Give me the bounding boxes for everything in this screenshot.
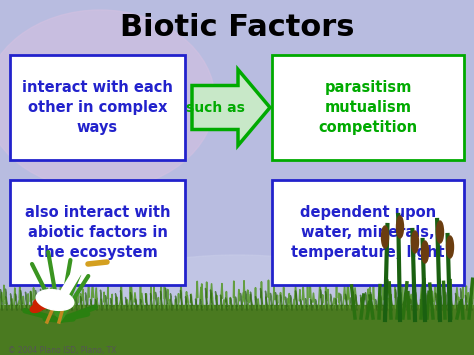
- FancyBboxPatch shape: [272, 180, 464, 285]
- FancyBboxPatch shape: [10, 180, 185, 285]
- Text: dependent upon
water, minerals,
temperature, light: dependent upon water, minerals, temperat…: [291, 205, 445, 260]
- Bar: [0, 305, 474, 355]
- Ellipse shape: [411, 231, 419, 253]
- FancyBboxPatch shape: [272, 55, 464, 160]
- Ellipse shape: [382, 226, 389, 248]
- Text: Biotic Factors: Biotic Factors: [120, 13, 354, 43]
- FancyBboxPatch shape: [10, 55, 185, 160]
- Ellipse shape: [36, 290, 74, 310]
- Text: parasitism
mutualism
competition: parasitism mutualism competition: [319, 80, 418, 135]
- Text: © 2004 Plano ISD, Plano, TX: © 2004 Plano ISD, Plano, TX: [8, 345, 117, 355]
- Text: also interact with
abiotic factors in
the ecosystem: also interact with abiotic factors in th…: [25, 205, 170, 260]
- Ellipse shape: [33, 297, 47, 306]
- Circle shape: [75, 258, 91, 274]
- Ellipse shape: [437, 221, 444, 243]
- Ellipse shape: [396, 216, 403, 238]
- Ellipse shape: [97, 255, 377, 335]
- Ellipse shape: [421, 241, 428, 263]
- Ellipse shape: [36, 301, 50, 310]
- Ellipse shape: [30, 304, 44, 312]
- Ellipse shape: [447, 236, 454, 258]
- Polygon shape: [192, 70, 270, 146]
- Text: such as: such as: [185, 100, 245, 115]
- Ellipse shape: [0, 10, 215, 190]
- Text: interact with each
other in complex
ways: interact with each other in complex ways: [22, 80, 173, 135]
